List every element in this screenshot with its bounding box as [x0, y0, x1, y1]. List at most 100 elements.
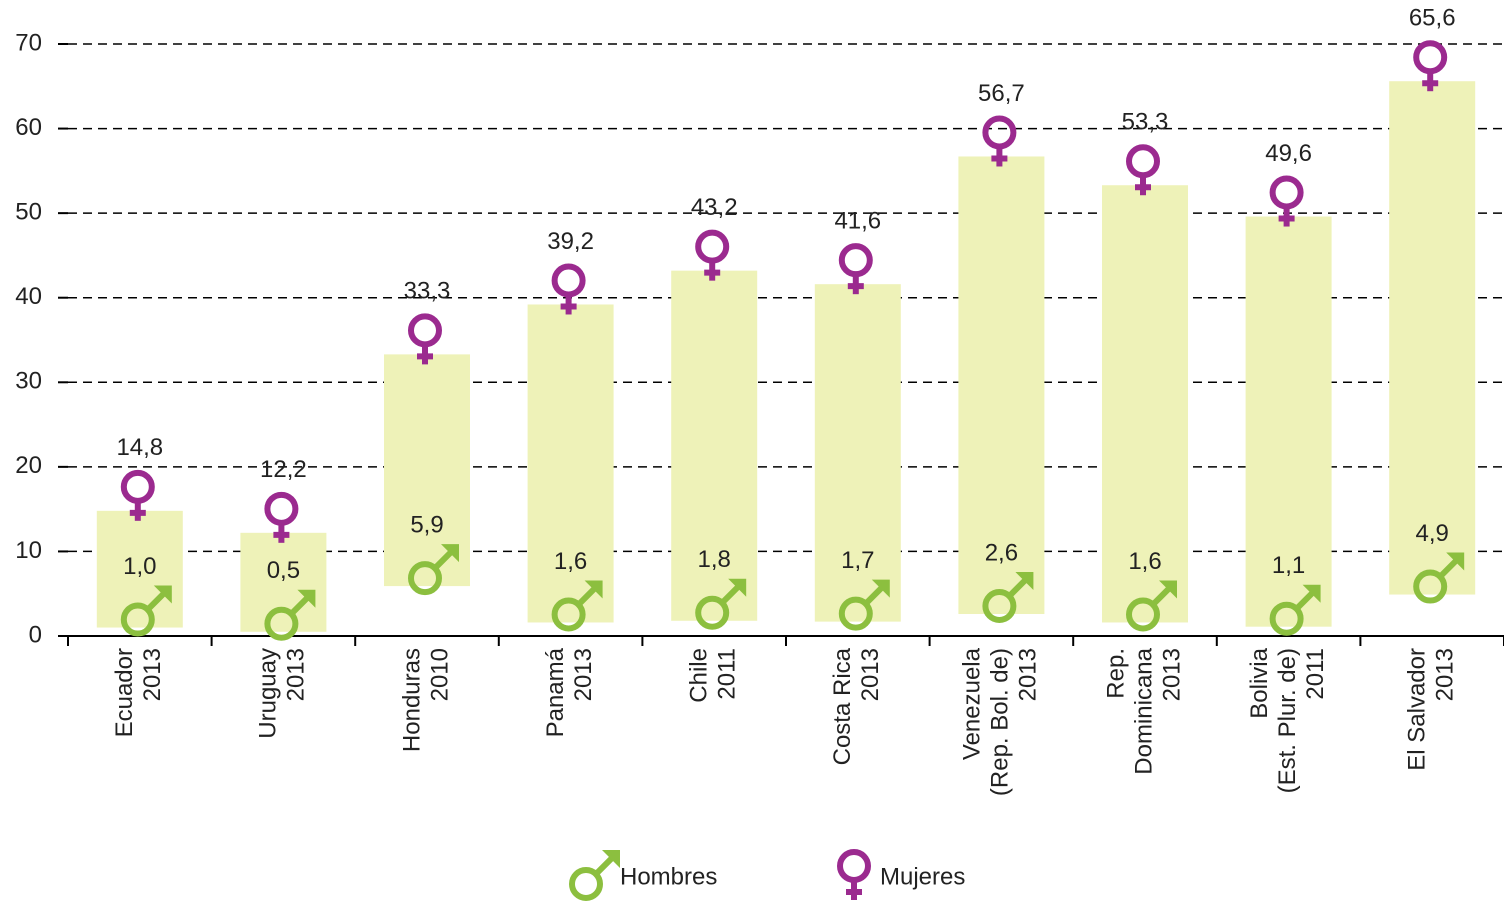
data-label: 1,7 [841, 547, 874, 574]
y-tick-label: 60 [15, 114, 42, 141]
range-bar [1102, 185, 1188, 623]
x-tick-label: 2013 [1015, 648, 1042, 701]
x-tick-label: 2013 [1432, 648, 1459, 701]
male-ring [408, 561, 442, 596]
female-marker [695, 229, 730, 281]
x-tick-label: Dominicana [1130, 647, 1157, 774]
data-label: 56,7 [978, 80, 1025, 107]
x-tick-label: 2011 [714, 648, 741, 700]
female-marker [1269, 175, 1304, 227]
data-label: 1,0 [123, 553, 156, 580]
x-tick-label: Rep. [1102, 648, 1129, 699]
data-label: 1,8 [698, 546, 731, 573]
y-tick-label: 10 [15, 537, 42, 564]
male-ring [551, 597, 586, 632]
male-head [602, 850, 620, 868]
male-marker [1413, 552, 1465, 604]
data-label: 1,6 [554, 548, 587, 575]
female-ring [551, 263, 586, 298]
male-marker [1126, 580, 1177, 632]
female-ring [1413, 40, 1448, 75]
female-ring [1126, 144, 1160, 179]
x-tick-label: Panamá [542, 647, 569, 737]
range-bar [1389, 81, 1476, 595]
x-tick-label: Ecuador [111, 648, 138, 737]
female-ring [264, 491, 299, 526]
male-marker [551, 580, 603, 632]
y-tick-label: 50 [15, 198, 42, 225]
x-tick-label: 2011 [1302, 648, 1329, 700]
male-marker [264, 589, 316, 641]
male-ring [569, 867, 603, 901]
y-tick-label: 20 [15, 452, 42, 479]
female-ring [120, 469, 155, 504]
range-bar [958, 156, 1045, 615]
x-tick-label: 2013 [283, 648, 310, 701]
data-label: 0,5 [267, 557, 300, 584]
legend-label: Hombres [620, 863, 717, 890]
data-label: 5,9 [410, 511, 443, 538]
x-tick-label: El Salvador [1404, 648, 1431, 771]
legend-label: Mujeres [880, 863, 965, 890]
male-head [1015, 572, 1034, 591]
data-label: 33,3 [404, 278, 451, 305]
male-head [1159, 580, 1177, 599]
x-tick-label: (Est. Plur. de) [1274, 648, 1301, 793]
x-tick-label: 2013 [139, 648, 166, 701]
x-tick-label: (Rep. Bol. de) [987, 648, 1014, 796]
female-marker [982, 115, 1017, 167]
male-marker [1269, 584, 1321, 636]
data-label: 41,6 [834, 208, 881, 235]
female-marker [408, 313, 442, 365]
x-tick-label: Honduras [398, 648, 425, 752]
male-ring [695, 595, 730, 630]
y-tick-label: 70 [15, 29, 42, 56]
data-label: 49,6 [1265, 140, 1312, 167]
data-label: 1,1 [1272, 552, 1305, 579]
data-label: 65,6 [1409, 5, 1456, 32]
male-ring [1413, 569, 1448, 604]
male-marker [838, 579, 890, 631]
range-bar [527, 304, 614, 623]
data-label: 2,6 [985, 539, 1018, 566]
male-marker [569, 850, 620, 901]
female-marker [1126, 144, 1160, 196]
range-bar [240, 532, 327, 632]
female-marker [264, 491, 299, 543]
male-ring [982, 589, 1017, 624]
range-bar [671, 270, 758, 621]
x-tick-label: 2013 [857, 648, 884, 701]
range-bar [814, 284, 901, 622]
female-marker [837, 849, 871, 900]
data-label: 43,2 [691, 194, 738, 221]
female-ring [838, 243, 873, 278]
female-ring [837, 849, 871, 883]
data-label: 1,6 [1128, 548, 1161, 575]
x-tick-label: Uruguay [255, 648, 282, 739]
x-tick-label: Chile [686, 648, 713, 703]
female-marker [1413, 40, 1448, 92]
female-marker [120, 469, 155, 521]
male-marker [408, 544, 459, 596]
male-ring [264, 606, 299, 641]
male-head [1446, 552, 1465, 571]
female-marker [551, 263, 586, 315]
female-ring [408, 313, 442, 348]
male-marker [120, 585, 172, 637]
x-tick-label: Costa Rica [829, 647, 856, 765]
y-tick-label: 40 [15, 283, 42, 310]
x-tick-label: 2013 [570, 648, 597, 701]
male-head [153, 585, 172, 604]
male-head [584, 580, 603, 599]
data-label: 14,8 [116, 434, 163, 461]
male-ring [838, 596, 873, 631]
range-bar [1245, 216, 1332, 627]
data-label: 53,3 [1122, 109, 1169, 136]
male-head [871, 579, 890, 598]
male-head [728, 578, 747, 597]
male-ring [120, 602, 155, 637]
female-ring [982, 115, 1017, 150]
male-ring [1126, 597, 1160, 632]
male-marker [982, 572, 1034, 624]
